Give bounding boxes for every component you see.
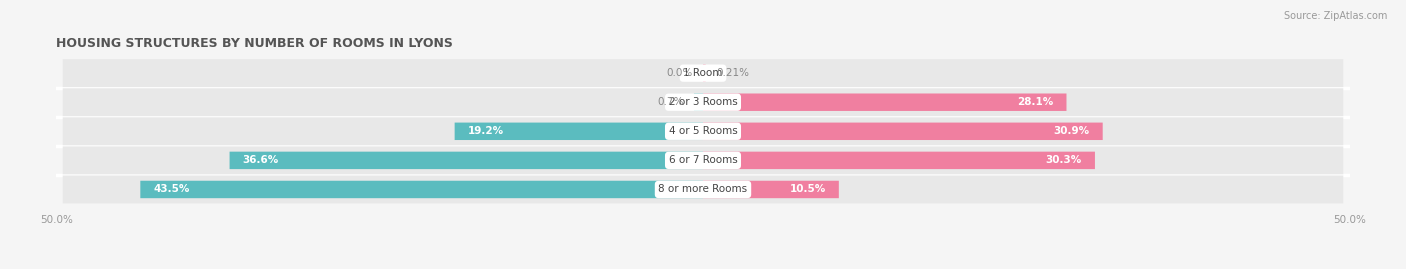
Text: 36.6%: 36.6% (242, 155, 278, 165)
Text: 30.9%: 30.9% (1053, 126, 1090, 136)
Text: 0.0%: 0.0% (666, 68, 693, 78)
Text: 8 or more Rooms: 8 or more Rooms (658, 185, 748, 194)
FancyBboxPatch shape (63, 88, 1343, 116)
Text: 0.21%: 0.21% (716, 68, 749, 78)
FancyBboxPatch shape (703, 123, 1102, 140)
Text: HOUSING STRUCTURES BY NUMBER OF ROOMS IN LYONS: HOUSING STRUCTURES BY NUMBER OF ROOMS IN… (56, 37, 453, 51)
FancyBboxPatch shape (63, 175, 1343, 203)
FancyBboxPatch shape (703, 94, 1067, 111)
FancyBboxPatch shape (229, 152, 703, 169)
Text: 28.1%: 28.1% (1018, 97, 1053, 107)
Text: 0.7%: 0.7% (657, 97, 683, 107)
FancyBboxPatch shape (703, 64, 706, 82)
FancyBboxPatch shape (703, 152, 1095, 169)
Text: 6 or 7 Rooms: 6 or 7 Rooms (669, 155, 737, 165)
Text: 43.5%: 43.5% (153, 185, 190, 194)
FancyBboxPatch shape (695, 94, 703, 111)
FancyBboxPatch shape (141, 181, 703, 198)
FancyBboxPatch shape (63, 146, 1343, 174)
FancyBboxPatch shape (703, 181, 839, 198)
Text: 30.3%: 30.3% (1046, 155, 1083, 165)
Text: Source: ZipAtlas.com: Source: ZipAtlas.com (1284, 11, 1388, 21)
Text: 4 or 5 Rooms: 4 or 5 Rooms (669, 126, 737, 136)
Text: 2 or 3 Rooms: 2 or 3 Rooms (669, 97, 737, 107)
FancyBboxPatch shape (454, 123, 703, 140)
FancyBboxPatch shape (63, 117, 1343, 145)
Text: 19.2%: 19.2% (468, 126, 503, 136)
Text: 10.5%: 10.5% (790, 185, 825, 194)
Text: 1 Room: 1 Room (683, 68, 723, 78)
FancyBboxPatch shape (63, 59, 1343, 87)
